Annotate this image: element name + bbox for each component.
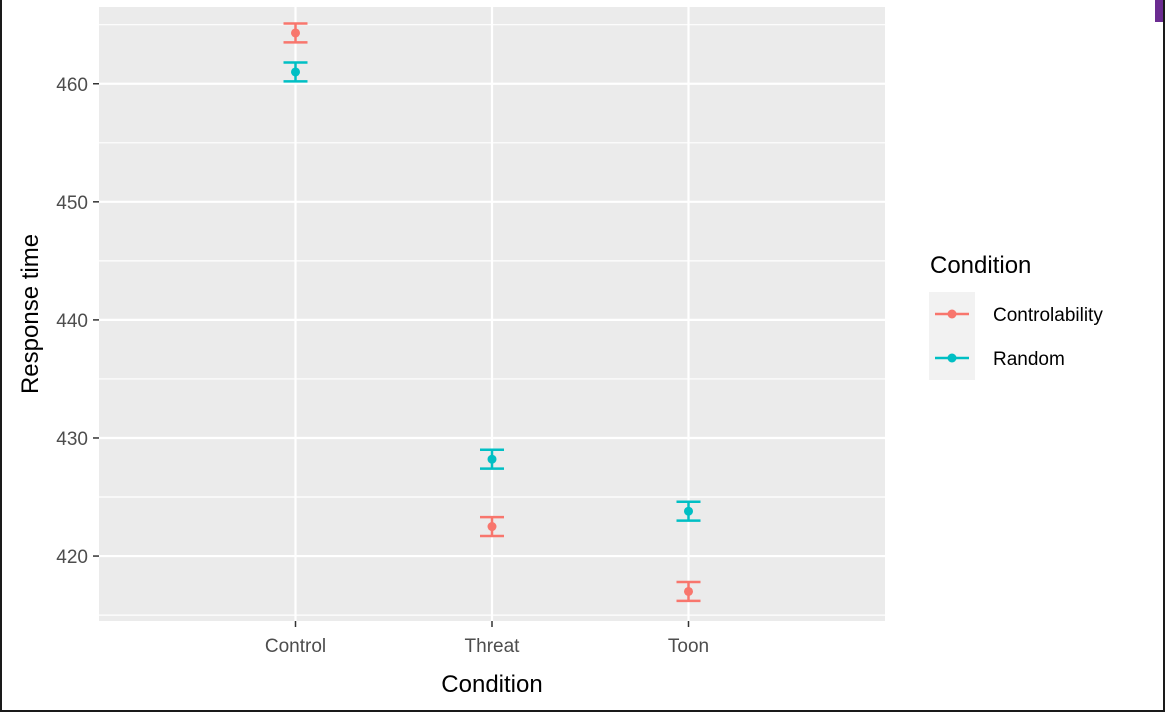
x-axis: Control Threat Toon (265, 621, 709, 657)
data-point (684, 586, 693, 596)
y-axis: 420 430 440 450 460 (56, 75, 99, 568)
legend-title: Condition (930, 252, 1031, 279)
x-tick-label: Control (265, 636, 326, 657)
data-point (291, 28, 300, 38)
data-point (291, 67, 300, 77)
major-gridlines (99, 7, 885, 621)
y-tick-label: 440 (56, 311, 88, 332)
x-axis-title: Condition (441, 671, 542, 698)
legend-key-point (947, 309, 957, 319)
y-tick-label: 450 (56, 193, 88, 214)
x-tick-label: Toon (668, 636, 709, 657)
legend-item-label: Controlability (993, 305, 1103, 326)
data-point (487, 522, 497, 532)
y-tick-label: 430 (56, 429, 88, 450)
data-point (684, 506, 693, 516)
window-accent (1155, 0, 1163, 22)
y-tick-label: 460 (56, 75, 88, 96)
x-tick-label: Threat (465, 636, 521, 657)
data-point (487, 454, 497, 464)
legend: Condition Controlability Random (929, 252, 1103, 380)
legend-key-point (947, 353, 957, 363)
y-tick-label: 420 (56, 547, 88, 568)
y-axis-title: Response time (17, 234, 44, 394)
data-marks (283, 22, 701, 603)
legend-item-label: Random (993, 349, 1065, 370)
